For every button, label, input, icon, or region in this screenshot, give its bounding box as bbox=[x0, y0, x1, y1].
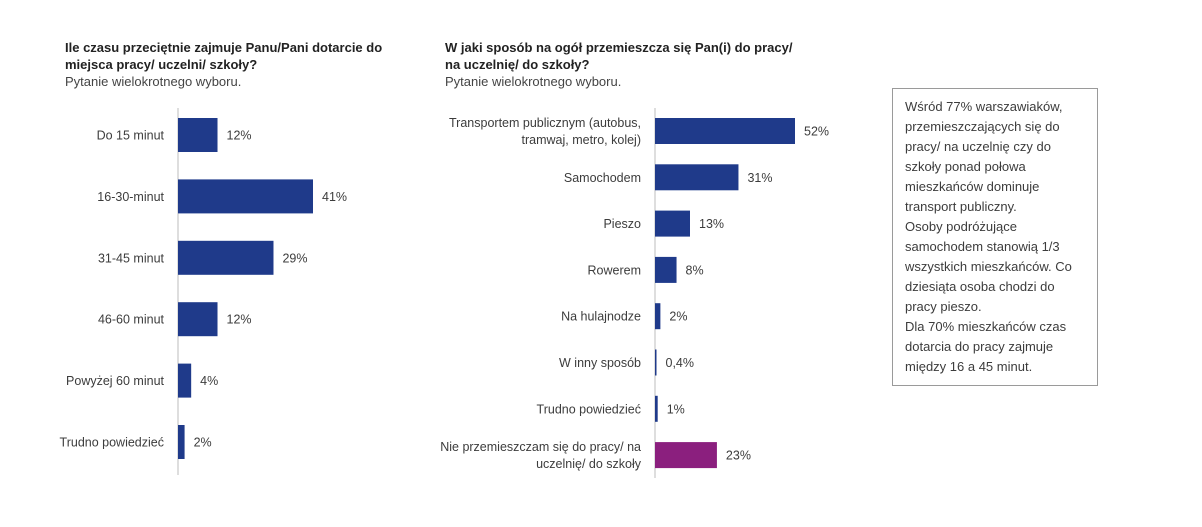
chart2-bar bbox=[655, 442, 717, 469]
chart2-category-label: Rowerem bbox=[588, 263, 642, 277]
chart2-bar bbox=[655, 256, 677, 283]
category-label-line: Transportem publicznym (autobus, bbox=[449, 116, 641, 130]
category-label-line: tramwaj, metro, kolej) bbox=[522, 133, 641, 147]
chart2-category-label: W inny sposób bbox=[559, 356, 641, 370]
chart2-category-label: Trudno powiedzieć bbox=[537, 402, 641, 416]
chart1-bar bbox=[178, 425, 185, 459]
chart1-category-label: Powyżej 60 minut bbox=[66, 374, 164, 388]
chart2-value-label: 8% bbox=[686, 263, 704, 277]
note-paragraph-1: Wśród 77% warszawiaków, przemieszczający… bbox=[905, 99, 1063, 214]
category-label-line: uczelnię/ do szkoły bbox=[536, 457, 642, 471]
chart2-category-label: Pieszo bbox=[603, 217, 641, 231]
chart2-bar bbox=[655, 118, 795, 144]
note-paragraph-2: Osoby podróżujące samochodem stanowią 1/… bbox=[905, 219, 1072, 314]
chart1-bar bbox=[178, 302, 218, 337]
chart1-category-label: 16-30-minut bbox=[97, 190, 164, 204]
chart2-value-label: 0,4% bbox=[666, 356, 695, 370]
chart2-bar bbox=[655, 164, 739, 191]
chart2-category-label: Na hulajnodze bbox=[561, 310, 641, 324]
chart2-category-label: Nie przemieszczam się do pracy/ na uczeln… bbox=[440, 440, 642, 471]
chart2-value-label: 1% bbox=[667, 402, 685, 416]
chart1-category-label: 31-45 minut bbox=[98, 251, 165, 265]
chart2-title: W jaki sposób na ogół przemieszcza się P… bbox=[445, 40, 793, 72]
chart2-category-label: Samochodem bbox=[564, 171, 641, 185]
category-label-line: Nie przemieszczam się do pracy/ na bbox=[440, 440, 641, 454]
chart2-value-label: 2% bbox=[669, 310, 687, 324]
chart2-bar bbox=[655, 210, 690, 237]
category-label-line: Powyżej 60 minut bbox=[66, 374, 164, 388]
category-label-line: Rowerem bbox=[588, 263, 642, 277]
chart2-value-label: 23% bbox=[726, 449, 751, 463]
category-label-line: W inny sposób bbox=[559, 356, 641, 370]
chart1-bar bbox=[178, 118, 218, 152]
chart1-value-label: 4% bbox=[200, 374, 218, 388]
category-label-line: Do 15 minut bbox=[97, 129, 165, 143]
category-label-line: 31-45 minut bbox=[98, 251, 165, 265]
chart1-subtitle: Pytanie wielokrotnego wyboru. bbox=[65, 74, 242, 89]
chart2-bar bbox=[655, 395, 658, 422]
chart1-title: Ile czasu przeciętnie zajmuje Panu/Pani … bbox=[65, 40, 383, 72]
category-label-line: Pieszo bbox=[603, 217, 641, 231]
chart1-bar bbox=[178, 363, 192, 398]
chart1-category-label: Do 15 minut bbox=[97, 129, 165, 143]
chart2-value-label: 31% bbox=[747, 171, 772, 185]
category-label-line: 16-30-minut bbox=[97, 190, 164, 204]
chart1-value-label: 29% bbox=[282, 251, 307, 265]
summary-note-box: Wśród 77% warszawiaków, przemieszczający… bbox=[892, 88, 1098, 386]
chart1-bar bbox=[178, 179, 313, 214]
note-paragraph-3: Dla 70% mieszkańców czas dotarcia do pra… bbox=[905, 319, 1067, 374]
chart2-bar bbox=[655, 303, 661, 330]
chart2-category-label: Transportem publicznym (autobus, tramwaj,… bbox=[449, 116, 641, 147]
category-label-line: Trudno powiedzieć bbox=[537, 402, 641, 416]
chart1-category-label: Trudno powiedzieć bbox=[60, 436, 164, 450]
category-label-line: Samochodem bbox=[564, 171, 641, 185]
chart2-bar bbox=[655, 349, 657, 376]
chart1-value-label: 12% bbox=[227, 313, 252, 327]
category-label-line: Na hulajnodze bbox=[561, 310, 641, 324]
chart1-category-label: 46-60 minut bbox=[98, 313, 165, 327]
chart1-bar bbox=[178, 240, 274, 275]
chart2-subtitle: Pytanie wielokrotnego wyboru. bbox=[445, 74, 622, 89]
category-label-line: Trudno powiedzieć bbox=[60, 436, 164, 450]
chart1-value-label: 12% bbox=[227, 129, 252, 143]
category-label-line: 46-60 minut bbox=[98, 313, 165, 327]
chart2-value-label: 52% bbox=[804, 125, 829, 139]
chart1-value-label: 2% bbox=[194, 436, 212, 450]
chart2-value-label: 13% bbox=[699, 217, 724, 231]
chart1-value-label: 41% bbox=[322, 190, 347, 204]
